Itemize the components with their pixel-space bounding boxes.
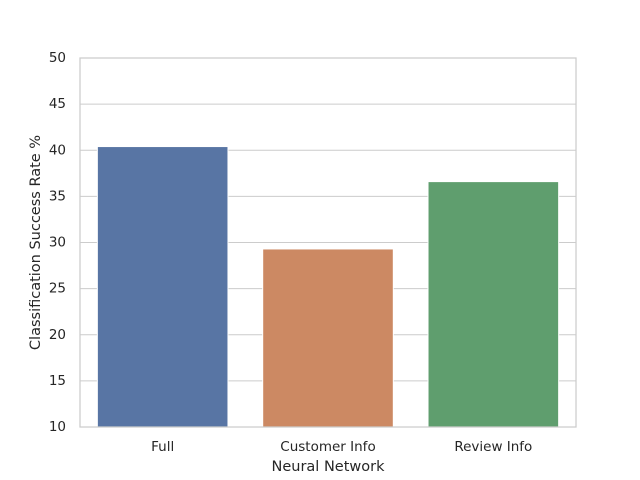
x-tick-label: Customer Info — [280, 439, 375, 455]
y-tick-label: 40 — [49, 142, 66, 158]
bars — [96, 146, 560, 428]
y-axis-label: Classification Success Rate % — [28, 135, 44, 350]
plot-frame — [79, 57, 577, 428]
y-tick-label: 50 — [49, 50, 66, 66]
x-tick-label: Review Info — [454, 439, 532, 455]
x-tick-labels: Full Customer Info Review Info — [151, 439, 532, 455]
x-axis-label: Neural Network — [272, 459, 386, 475]
bar-customer-info — [262, 248, 394, 428]
bar-full — [96, 146, 229, 428]
y-tick-label: 30 — [49, 235, 66, 251]
y-tick-labels: 10 15 20 25 30 35 40 45 50 — [49, 50, 66, 435]
y-tick-label: 10 — [49, 419, 66, 435]
y-tick-label: 20 — [49, 327, 66, 343]
x-tick-label: Full — [151, 439, 174, 455]
y-tick-label: 25 — [49, 281, 66, 297]
y-tick-label: 45 — [49, 96, 66, 112]
bar-review-info — [427, 181, 560, 428]
y-tick-label: 15 — [49, 373, 66, 389]
y-tick-label: 35 — [49, 188, 66, 204]
